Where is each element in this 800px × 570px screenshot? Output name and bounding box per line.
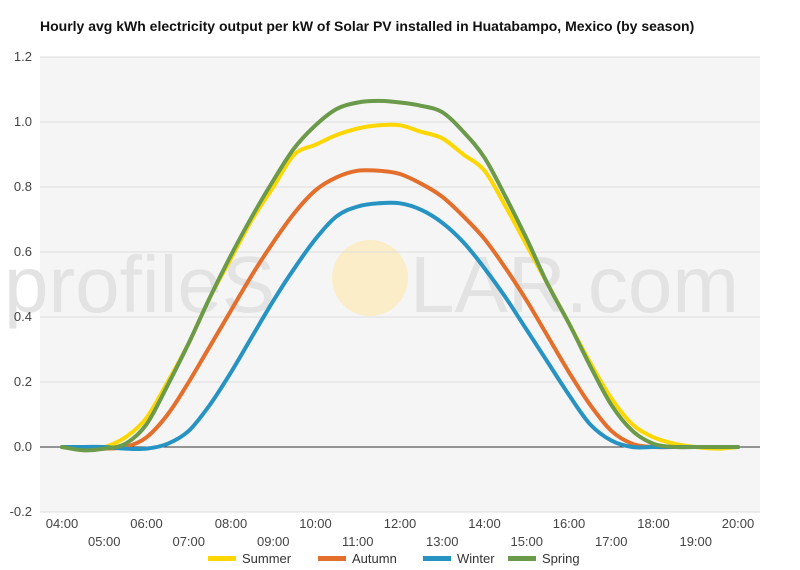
y-tick-label: -0.2: [10, 504, 32, 519]
legend-swatch: [318, 556, 346, 561]
legend-label: Autumn: [352, 551, 397, 566]
legend-swatch: [208, 556, 236, 561]
series-line-winter: [60, 200, 740, 452]
y-tick-label: 1.2: [14, 49, 32, 64]
y-tick-label: 0.2: [14, 374, 32, 389]
x-tick-label: 14:00: [468, 516, 501, 531]
y-tick-label: 1.0: [14, 114, 32, 129]
y-tick-label: 0.4: [14, 309, 32, 324]
watermark-text-right: LAR.com: [410, 240, 739, 329]
x-tick-label: 13:00: [426, 534, 459, 549]
x-tick-label: 08:00: [215, 516, 248, 531]
legend-label: Summer: [242, 551, 292, 566]
x-tick-label: 18:00: [637, 516, 670, 531]
x-tick-label: 11:00: [342, 534, 374, 549]
y-tick-label: 0.6: [14, 244, 32, 259]
legend-swatch: [508, 556, 536, 561]
x-tick-label: 15:00: [510, 534, 543, 549]
watermark-sun-icon: [332, 240, 408, 316]
chart-title: Hourly avg kWh electricity output per kW…: [40, 18, 695, 34]
x-tick-label: 07:00: [172, 534, 205, 549]
legend-label: Winter: [457, 551, 495, 566]
x-tick-label: 16:00: [553, 516, 586, 531]
x-tick-label: 12:00: [384, 516, 417, 531]
x-tick-label: 09:00: [257, 534, 290, 549]
x-tick-label: 05:00: [88, 534, 121, 549]
y-tick-label: 0.8: [14, 179, 32, 194]
legend-swatch: [423, 556, 451, 561]
x-tick-label: 20:00: [722, 516, 755, 531]
x-tick-label: 19:00: [679, 534, 712, 549]
x-tick-label: 17:00: [595, 534, 628, 549]
x-tick-label: 04:00: [46, 516, 79, 531]
y-tick-label: 0.0: [14, 439, 32, 454]
series-line-spring: [60, 98, 740, 453]
series-line-autumn: [60, 168, 740, 451]
x-tick-label: 06:00: [130, 516, 163, 531]
x-tick-label: 10:00: [299, 516, 332, 531]
watermark: profileS LAR.com: [4, 240, 739, 329]
legend-label: Spring: [542, 551, 580, 566]
